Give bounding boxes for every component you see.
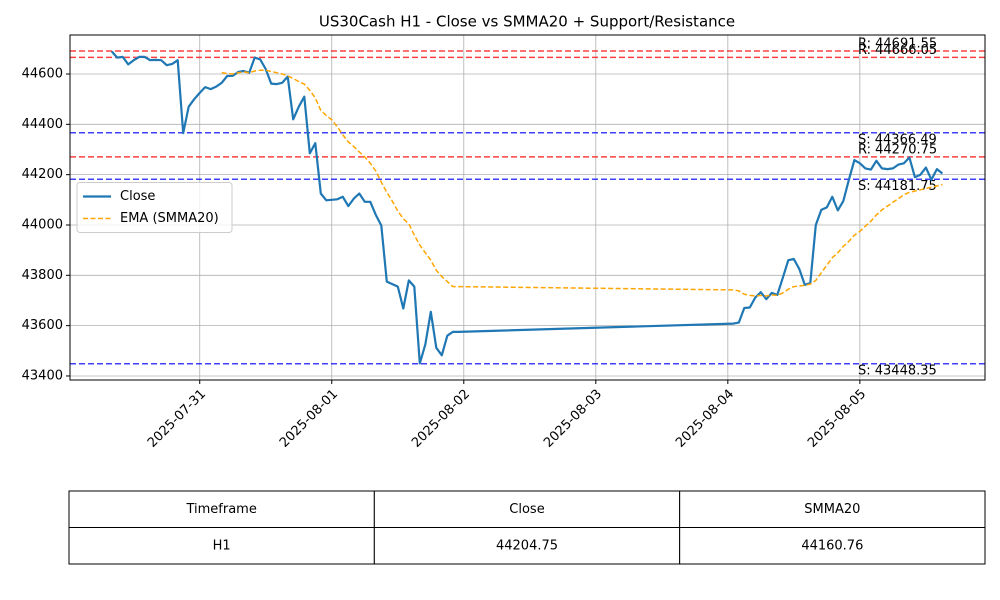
level-label: R: 44666.05 xyxy=(858,43,937,58)
y-tick-label: 44000 xyxy=(22,217,63,232)
y-tick-label: 44600 xyxy=(22,67,63,82)
table-cell xyxy=(679,490,986,528)
y-tick-label: 43800 xyxy=(22,268,63,283)
y-tick-label: 44200 xyxy=(22,167,63,182)
x-tick-label: 2025-08-03 xyxy=(541,387,605,451)
table-header: Close xyxy=(509,502,544,517)
x-tick-label: 2025-08-05 xyxy=(805,387,869,451)
table-value: H1 xyxy=(213,538,231,553)
chart-title: US30Cash H1 - Close vs SMMA20 + Support/… xyxy=(319,13,735,31)
legend-box xyxy=(76,182,233,233)
y-tick-label: 43400 xyxy=(22,368,63,383)
level-label: S: 44366.49 xyxy=(858,132,937,147)
table-value: 44204.75 xyxy=(496,538,558,553)
level-label: R: 44691.55 xyxy=(858,36,937,51)
table-cell xyxy=(679,527,986,565)
table-cell xyxy=(68,527,375,565)
y-tick-label: 43600 xyxy=(22,318,63,333)
table-value: 44160.76 xyxy=(801,538,863,553)
y-tick-label: 44400 xyxy=(22,117,63,132)
x-tick-label: 2025-08-02 xyxy=(409,387,473,451)
x-tick-label: 2025-07-31 xyxy=(145,387,209,451)
table-header: SMMA20 xyxy=(804,502,860,517)
table-cell xyxy=(373,490,681,528)
series-line xyxy=(221,69,943,297)
legend-label: EMA (SMMA20) xyxy=(120,211,219,226)
plot-frame xyxy=(69,34,986,381)
level-label: S: 44181.75 xyxy=(858,179,937,194)
series-line xyxy=(110,50,944,365)
level-label: R: 44270.75 xyxy=(858,142,937,157)
level-label: S: 43448.35 xyxy=(858,363,937,378)
x-tick-label: 2025-08-04 xyxy=(673,387,737,451)
x-tick-label: 2025-08-01 xyxy=(277,387,341,451)
legend-label: Close xyxy=(120,189,155,204)
table-header: Timeframe xyxy=(185,502,256,517)
